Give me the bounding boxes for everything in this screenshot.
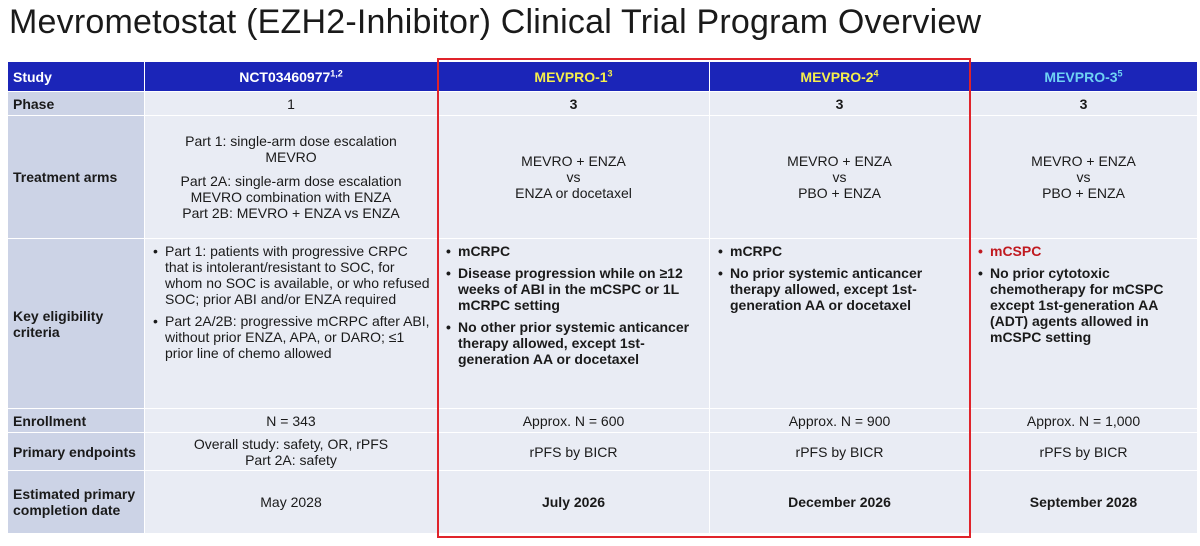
- row-label-phase: Phase: [7, 91, 145, 116]
- list-item: Part 1: patients with progressive CRPC t…: [151, 243, 431, 307]
- row-label-completion: Estimated primary completion date: [7, 470, 145, 534]
- treatment-text: vs: [832, 169, 847, 185]
- treatment-row: Treatment arms Part 1: single-arm dose e…: [7, 115, 1198, 239]
- treatment-text: vs: [566, 169, 581, 185]
- endpoints-row: Primary endpoints Overall study: safety,…: [7, 432, 1198, 471]
- list-item: No other prior systemic anticancer thera…: [444, 319, 703, 367]
- treatment-cell-nct: Part 1: single-arm dose escalation MEVRO…: [144, 115, 438, 239]
- row-label-study: Study: [7, 61, 145, 92]
- treatment-text: MEVRO: [265, 149, 317, 165]
- eligibility-list: mCRPC No prior systemic anticancer thera…: [710, 243, 969, 313]
- study-reference: 1,2: [330, 67, 343, 78]
- eligibility-row: Key eligibility criteria Part 1: patient…: [7, 238, 1198, 409]
- study-name: MEVPRO-2: [800, 68, 874, 85]
- row-label-eligibility: Key eligibility criteria: [7, 238, 145, 409]
- enrollment-row: Enrollment N = 343 Approx. N = 600 Appro…: [7, 408, 1198, 433]
- completion-row: Estimated primary completion date May 20…: [7, 470, 1198, 534]
- treatment-text: MEVRO combination with ENZA: [190, 189, 392, 205]
- treatment-text: PBO + ENZA: [798, 185, 881, 201]
- treatment-cell-mevpro-3: MEVRO + ENZA vs PBO + ENZA: [969, 115, 1198, 239]
- phase-cell: 3: [709, 91, 970, 116]
- phase-row: Phase 1 3 3 3: [7, 91, 1198, 116]
- endpoints-cell: rPFS by BICR: [437, 432, 710, 471]
- trial-overview-table: Study NCT034609771,2 MEVPRO-13 MEVPRO-24…: [7, 61, 1198, 534]
- endpoints-cell-nct: Overall study: safety, OR, rPFS Part 2A:…: [144, 432, 438, 471]
- completion-cell: December 2026: [709, 470, 970, 534]
- header-mevpro-1: MEVPRO-13: [437, 61, 710, 92]
- treatment-text: ENZA or docetaxel: [515, 185, 632, 201]
- treatment-text: MEVRO + ENZA: [521, 153, 626, 169]
- list-item: No prior systemic anticancer therapy all…: [716, 265, 963, 313]
- endpoint-text: Part 2A: safety: [245, 451, 337, 468]
- list-item: Part 2A/2B: progressive mCRPC after ABI,…: [151, 313, 431, 361]
- study-name: MEVPRO-3: [1044, 68, 1118, 85]
- endpoints-cell: rPFS by BICR: [969, 432, 1198, 471]
- treatment-text: MEVRO + ENZA: [1031, 153, 1136, 169]
- study-reference: 5: [1117, 67, 1123, 78]
- completion-cell: September 2028: [969, 470, 1198, 534]
- treatment-cell-mevpro-2: MEVRO + ENZA vs PBO + ENZA: [709, 115, 970, 239]
- list-item: mCRPC: [444, 243, 703, 259]
- list-item: No prior cytotoxic chemotherapy for mCSP…: [976, 265, 1191, 345]
- endpoint-text: Overall study: safety, OR, rPFS: [193, 435, 389, 452]
- header-mevpro-3: MEVPRO-35: [969, 61, 1198, 92]
- eligibility-list: mCRPC Disease progression while on ≥12 w…: [438, 243, 709, 367]
- eligibility-cell-nct: Part 1: patients with progressive CRPC t…: [144, 238, 438, 409]
- phase-cell: 3: [969, 91, 1198, 116]
- header-mevpro-2: MEVPRO-24: [709, 61, 970, 92]
- treatment-text: PBO + ENZA: [1042, 185, 1125, 201]
- study-name: MEVPRO-1: [534, 68, 608, 85]
- row-label-enrollment: Enrollment: [7, 408, 145, 433]
- page-title: Mevrometostat (EZH2-Inhibitor) Clinical …: [9, 3, 982, 41]
- enrollment-cell: N = 343: [144, 408, 438, 433]
- list-item: mCRPC: [716, 243, 963, 259]
- row-label-endpoints: Primary endpoints: [7, 432, 145, 471]
- enrollment-cell: Approx. N = 900: [709, 408, 970, 433]
- treatment-text: vs: [1076, 169, 1091, 185]
- completion-cell: July 2026: [437, 470, 710, 534]
- eligibility-cell-mevpro-2: mCRPC No prior systemic anticancer thera…: [709, 238, 970, 409]
- eligibility-list: mCSPC No prior cytotoxic chemotherapy fo…: [970, 243, 1197, 345]
- study-name: NCT03460977: [239, 68, 331, 85]
- header-row: Study NCT034609771,2 MEVPRO-13 MEVPRO-24…: [7, 61, 1198, 92]
- treatment-text: Part 2A: single-arm dose escalation: [180, 173, 402, 189]
- treatment-cell-mevpro-1: MEVRO + ENZA vs ENZA or docetaxel: [437, 115, 710, 239]
- eligibility-list: Part 1: patients with progressive CRPC t…: [145, 243, 437, 361]
- endpoints-cell: rPFS by BICR: [709, 432, 970, 471]
- list-item: Disease progression while on ≥12 weeks o…: [444, 265, 703, 313]
- enrollment-cell: Approx. N = 600: [437, 408, 710, 433]
- header-nct03460977: NCT034609771,2: [144, 61, 438, 92]
- phase-cell: 1: [144, 91, 438, 116]
- completion-cell: May 2028: [144, 470, 438, 534]
- enrollment-cell: Approx. N = 1,000: [969, 408, 1198, 433]
- treatment-text: Part 1: single-arm dose escalation: [185, 133, 397, 149]
- row-label-treatment-arms: Treatment arms: [7, 115, 145, 239]
- treatment-text: Part 2B: MEVRO + ENZA vs ENZA: [182, 205, 400, 221]
- eligibility-cell-mevpro-3: mCSPC No prior cytotoxic chemotherapy fo…: [969, 238, 1198, 409]
- phase-cell: 3: [437, 91, 710, 116]
- treatment-text: MEVRO + ENZA: [787, 153, 892, 169]
- eligibility-cell-mevpro-1: mCRPC Disease progression while on ≥12 w…: [437, 238, 710, 409]
- study-reference: 4: [873, 67, 879, 78]
- list-item: mCSPC: [976, 243, 1191, 259]
- study-reference: 3: [607, 67, 613, 78]
